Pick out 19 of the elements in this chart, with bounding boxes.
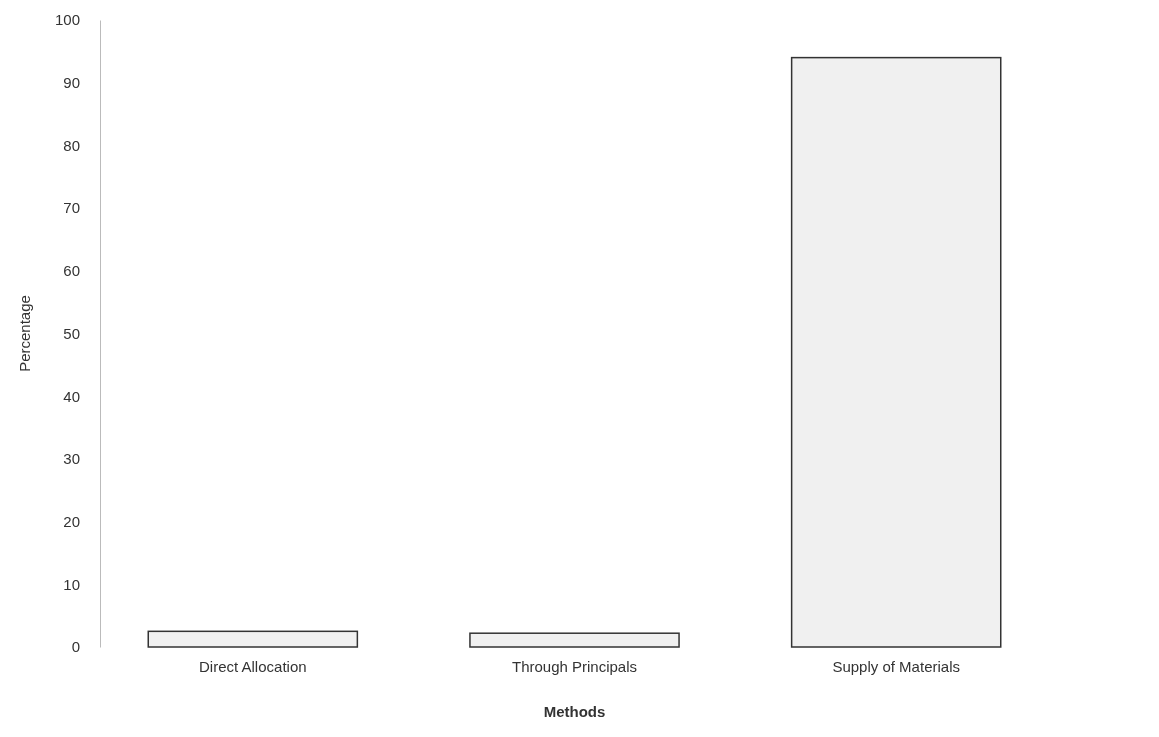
y-tick-label: 70 [63,199,80,217]
y-tick-label: 40 [63,387,80,405]
y-tick-label: 20 [63,512,80,530]
y-tick-label: 50 [63,324,80,342]
bar [469,632,680,648]
x-tick-label: Direct Allocation [199,657,307,675]
x-tick-label: Through Principals [511,657,638,675]
y-tick-label: 10 [63,575,80,593]
y-tick-label: 100 [54,11,80,29]
bar [147,630,359,648]
y-tick-label: 60 [63,262,80,280]
x-tick-label: Supply of Materials [832,657,960,675]
y-axis-title: Percentage [16,295,33,372]
y-tick-label: 30 [63,450,80,468]
y-tick-label: 0 [71,638,80,656]
x-axis-title: Methods [543,703,606,720]
y-tick-label: 80 [63,136,80,154]
bar [790,56,1002,648]
y-tick-label: 90 [63,74,80,91]
